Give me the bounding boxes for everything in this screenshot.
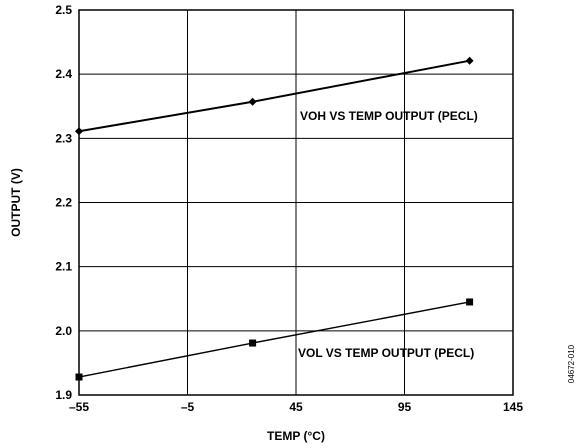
y-tick-label: 2.2 bbox=[55, 196, 72, 210]
x-axis-title: TEMP (°C) bbox=[267, 429, 325, 443]
series-labels: VOH VS TEMP OUTPUT (PECL) VOL VS TEMP OUT… bbox=[298, 109, 478, 360]
y-tick-label: 2.0 bbox=[55, 324, 72, 338]
series-line-2 bbox=[78, 301, 470, 378]
marker-diamond bbox=[465, 56, 474, 65]
y-tick-label: 1.9 bbox=[55, 388, 72, 402]
marker-square bbox=[249, 339, 257, 347]
marker-square bbox=[75, 373, 83, 381]
data-markers bbox=[75, 56, 474, 381]
marker-diamond bbox=[75, 127, 83, 136]
x-tick-label: 145 bbox=[503, 400, 523, 414]
y-tick-label: 2.1 bbox=[55, 260, 72, 274]
tick-labels: –55 –5 45 95 145 1.9 2.0 2.1 2.2 2.3 2.4 2.5 bbox=[55, 3, 523, 414]
y-tick-label: 2.3 bbox=[55, 131, 72, 145]
x-tick-label: –55 bbox=[69, 400, 89, 414]
figure-id: 04672-010 bbox=[567, 344, 576, 383]
plot-frame bbox=[78, 9, 514, 396]
marker-square bbox=[466, 298, 474, 306]
x-tick-label: –5 bbox=[181, 400, 195, 414]
y-axis-title: OUTPUT (V) bbox=[9, 168, 23, 237]
series-label-1: VOH VS TEMP OUTPUT (PECL) bbox=[300, 109, 478, 123]
marker-diamond bbox=[248, 97, 257, 106]
x-tick-label: 45 bbox=[289, 400, 303, 414]
y-tick-label: 2.4 bbox=[55, 67, 72, 81]
x-tick-label: 95 bbox=[398, 400, 412, 414]
series-label-2: VOL VS TEMP OUTPUT (PECL) bbox=[298, 346, 474, 360]
grid-lines bbox=[79, 10, 513, 395]
y-tick-label: 2.5 bbox=[55, 3, 72, 17]
